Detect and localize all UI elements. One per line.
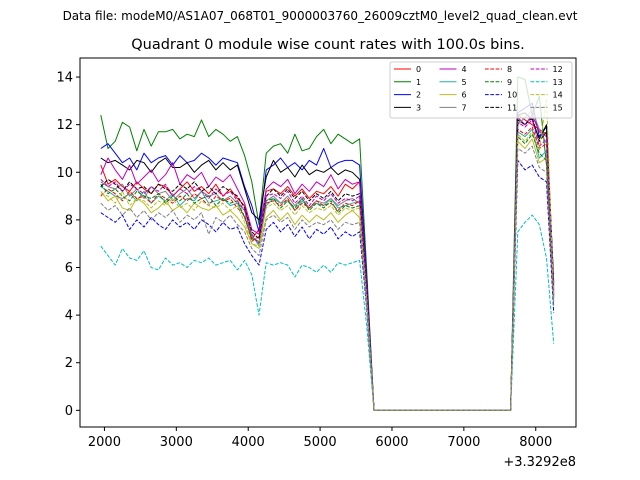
x-tick-label: 5000	[304, 435, 337, 450]
x-tick-label: 3000	[160, 435, 193, 450]
legend-label-7: 7	[462, 103, 467, 112]
x-tick-label: 2000	[88, 435, 121, 450]
y-axis: 0 2 4 6 8 10 12 14	[56, 71, 80, 419]
legend-label-9: 9	[507, 78, 512, 87]
legend-label-1: 1	[416, 78, 421, 87]
legend-label-4: 4	[462, 65, 467, 74]
legend-label-15: 15	[553, 103, 563, 112]
legend-label-0: 0	[416, 65, 421, 74]
y-tick-label: 12	[56, 118, 73, 133]
legend-label-14: 14	[553, 91, 563, 100]
y-tick-label: 0	[65, 404, 73, 419]
x-tick-label: 7000	[447, 435, 480, 450]
series-line-15	[100, 145, 555, 411]
legend-label-12: 12	[553, 65, 563, 74]
legend-label-10: 10	[507, 91, 517, 100]
y-tick-label: 8	[65, 213, 73, 228]
legend-label-6: 6	[462, 91, 467, 100]
legend-label-11: 11	[507, 103, 517, 112]
legend-label-13: 13	[553, 78, 563, 87]
x-tick-label: 8000	[519, 435, 552, 450]
series-line-10	[100, 159, 555, 411]
y-tick-label: 14	[56, 71, 73, 86]
legend-label-3: 3	[416, 103, 421, 112]
y-tick-label: 10	[56, 166, 73, 181]
legend-label-8: 8	[507, 65, 512, 74]
legend-label-5: 5	[462, 78, 467, 87]
y-tick-label: 2	[65, 356, 73, 371]
y-tick-label: 6	[65, 261, 73, 276]
x-axis: 2000 3000 4000 5000 6000 7000 8000	[88, 427, 552, 450]
legend-label-2: 2	[416, 91, 421, 100]
x-tick-label: 6000	[375, 435, 408, 450]
chart-title: Quadrant 0 module wise count rates with …	[131, 37, 525, 53]
y-tick-label: 4	[65, 309, 73, 324]
x-tick-label: 4000	[232, 435, 265, 450]
x-axis-offset-label: +3.3292e8	[503, 455, 576, 470]
chart-suptitle: Data file: modeM0/AS1A07_068T01_90000037…	[63, 9, 578, 23]
legend-frame	[389, 61, 573, 119]
series-layer	[100, 76, 555, 411]
axes-frame	[79, 57, 577, 428]
